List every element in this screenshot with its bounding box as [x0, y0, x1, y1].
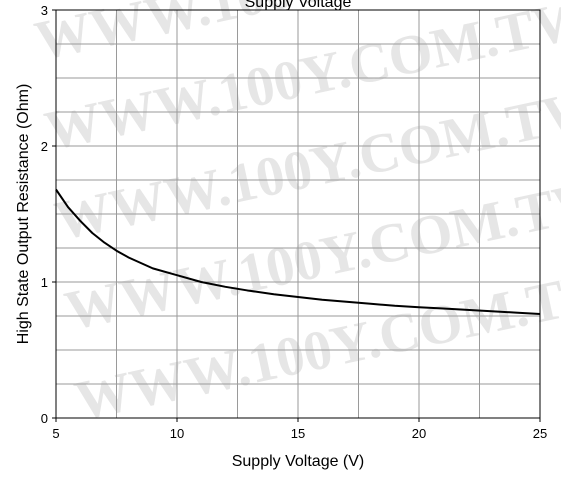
series [55, 188, 541, 315]
x-tick-label: 20 [412, 426, 426, 441]
x-tick-label: 10 [170, 426, 184, 441]
grid [56, 10, 540, 418]
y-tick-label: 1 [41, 275, 48, 290]
x-tick-labels: 5 10 15 20 25 [52, 418, 547, 441]
x-tick-label: 5 [52, 426, 59, 441]
watermark: WWW.100Y.COM.TWWWW.100Y.COM.TWWWW.100Y.C… [30, 0, 561, 433]
chart-title: Supply Voltage [245, 0, 352, 11]
y-tick-labels: 0 1 2 3 [41, 3, 56, 426]
y-tick-label: 3 [41, 3, 48, 18]
x-axis-title: Supply Voltage (V) [232, 453, 365, 470]
y-tick-label: 0 [41, 411, 48, 426]
x-tick-label: 15 [291, 426, 305, 441]
y-tick-label: 2 [41, 139, 48, 154]
y-axis-title: High State Output Resistance (Ohm) [15, 84, 32, 345]
x-tick-label: 25 [533, 426, 547, 441]
series-line [55, 188, 541, 315]
